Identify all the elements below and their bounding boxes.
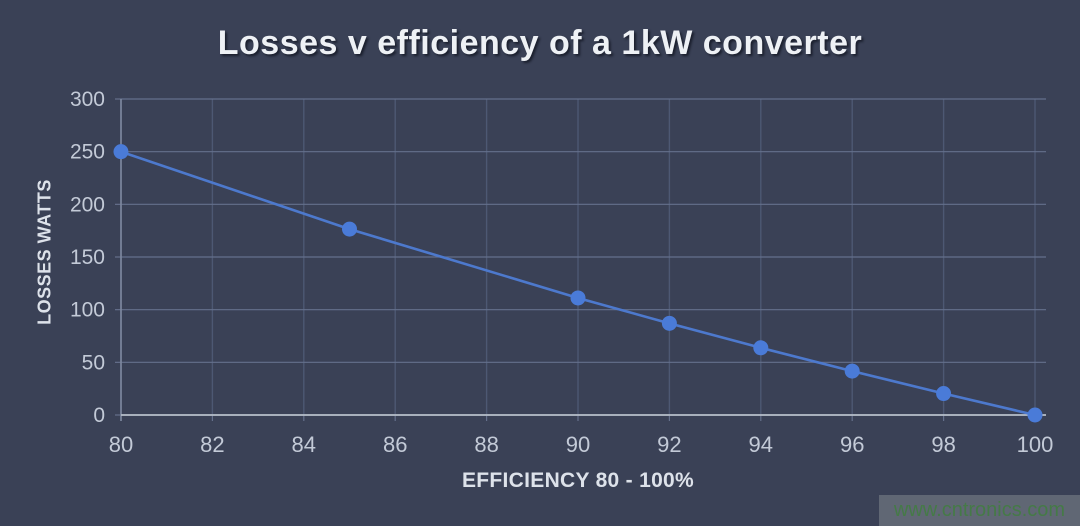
x-tick-label: 86 — [383, 432, 407, 457]
x-tick-label: 92 — [657, 432, 681, 457]
x-tick-label: 84 — [292, 432, 316, 457]
x-tick-label: 82 — [200, 432, 224, 457]
x-tick-label: 94 — [749, 432, 773, 457]
watermark: www.cntronics.com — [879, 495, 1080, 526]
data-point-marker — [570, 290, 586, 306]
y-tick-label: 200 — [70, 193, 105, 216]
y-tick-label: 150 — [70, 246, 105, 269]
data-point-marker — [753, 340, 769, 356]
x-tick-label: 80 — [109, 432, 133, 457]
data-point-marker — [844, 363, 860, 379]
watermark-text: www.cntronics.com — [893, 499, 1066, 521]
y-tick-label: 300 — [70, 88, 105, 111]
data-point-marker — [113, 144, 129, 160]
data-point-marker — [1027, 407, 1043, 423]
x-tick-label: 90 — [566, 432, 590, 457]
x-tick-label: 100 — [1017, 432, 1054, 457]
x-axis-title: EFFICIENCY 80 - 100% — [461, 469, 695, 492]
data-point-marker — [936, 386, 952, 402]
x-tick-label: 88 — [474, 432, 498, 457]
y-tick-label: 100 — [70, 299, 105, 322]
data-point-marker — [342, 221, 357, 237]
x-tick-label: 96 — [840, 432, 864, 457]
data-point-marker — [661, 315, 677, 331]
y-tick-label: 250 — [70, 141, 105, 164]
chart-title: Losses v efficiency of a 1kW converter — [217, 24, 863, 62]
series-line — [119, 150, 1037, 417]
x-tick-label: 98 — [931, 432, 955, 457]
y-axis-title: LOSSES WATTS — [34, 179, 55, 325]
y-tick-label: 50 — [82, 351, 105, 374]
y-tick-label: 0 — [93, 404, 105, 427]
